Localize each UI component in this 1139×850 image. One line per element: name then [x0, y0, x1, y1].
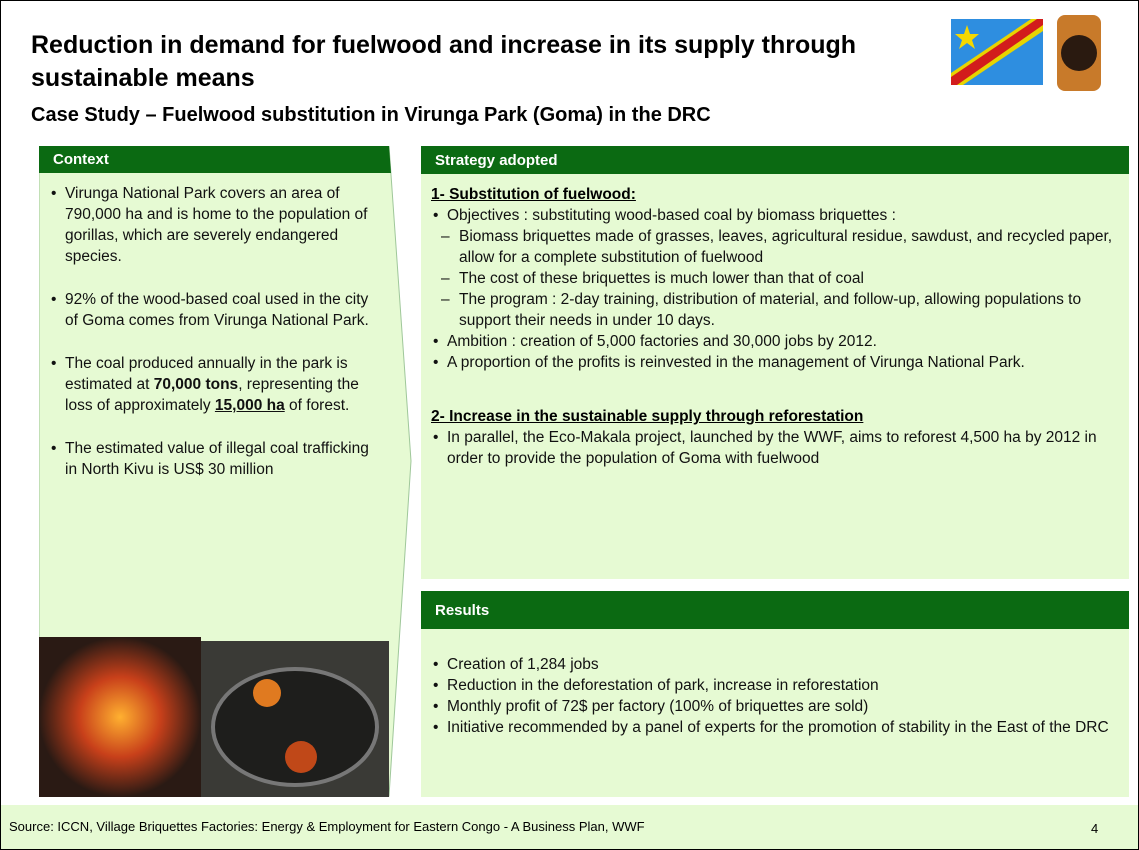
text-run: 15,000 ha	[215, 397, 285, 414]
strategy-body: 1- Substitution of fuelwood:Objectives :…	[431, 184, 1121, 469]
results-list: Creation of 1,284 jobsReduction in the d…	[431, 654, 1121, 738]
text-run: of forest.	[285, 397, 350, 414]
page-number: 4	[1091, 821, 1098, 836]
text-run: 70,000 tons	[154, 376, 238, 393]
source: Source: ICCN, Village Briquettes Factori…	[9, 819, 645, 834]
strategy-sub-bullet: Biomass briquettes made of grasses, leav…	[431, 226, 1121, 268]
results-bullet: Monthly profit of 72$ per factory (100% …	[431, 696, 1121, 717]
subtitle: Case Study – Fuelwood substitution in Vi…	[31, 104, 711, 127]
context-list: Virunga National Park covers an area of …	[49, 183, 379, 502]
footer: Source: ICCN, Village Briquettes Factori…	[1, 805, 1138, 849]
context-bullet: Virunga National Park covers an area of …	[49, 183, 379, 267]
text-run: The estimated value of illegal coal traf…	[65, 440, 369, 478]
strategy-bullet: In parallel, the Eco-Makala project, lau…	[431, 427, 1121, 469]
photos	[39, 637, 389, 797]
strategy-list: Objectives : substituting wood-based coa…	[431, 205, 1121, 373]
strategy-bullet: Objectives : substituting wood-based coa…	[431, 205, 1121, 226]
strategy-list: In parallel, the Eco-Makala project, lau…	[431, 427, 1121, 469]
title: Reduction in demand for fuelwood and inc…	[31, 29, 931, 95]
text-run: Virunga National Park covers an area of …	[65, 185, 368, 265]
strategy-section: 1- Substitution of fuelwood:Objectives :…	[431, 184, 1121, 373]
results-bullet: Creation of 1,284 jobs	[431, 654, 1121, 675]
strategy-section: 2- Increase in the sustainable supply th…	[431, 406, 1121, 469]
context-bullet: The estimated value of illegal coal traf…	[49, 438, 379, 480]
results-header: Results	[421, 591, 1129, 629]
strategy-bullet: A proportion of the profits is reinveste…	[431, 352, 1121, 373]
results-bullet: Initiative recommended by a panel of exp…	[431, 717, 1121, 738]
section-heading: 2- Increase in the sustainable supply th…	[431, 406, 1121, 427]
text-run: 92% of the wood-based coal used in the c…	[65, 291, 369, 329]
strategy-sub-bullet: The cost of these briquettes is much low…	[431, 268, 1121, 289]
context-header: Context	[39, 146, 379, 173]
context-bullet: The coal produced annually in the park i…	[49, 353, 379, 416]
results-bullet: Reduction in the deforestation of park, …	[431, 675, 1121, 696]
strategy-bullet: Ambition : creation of 5,000 factories a…	[431, 331, 1121, 352]
section-heading: 1- Substitution of fuelwood:	[431, 184, 1121, 205]
logos	[951, 13, 1111, 109]
context-bullet: 92% of the wood-based coal used in the c…	[49, 289, 379, 331]
strategy-sub-bullet: The program : 2-day training, distributi…	[431, 289, 1121, 331]
slide: Reduction in demand for fuelwood and inc…	[0, 0, 1139, 850]
strategy-header: Strategy adopted	[421, 146, 1129, 174]
park-logo-gorilla	[1061, 35, 1097, 71]
